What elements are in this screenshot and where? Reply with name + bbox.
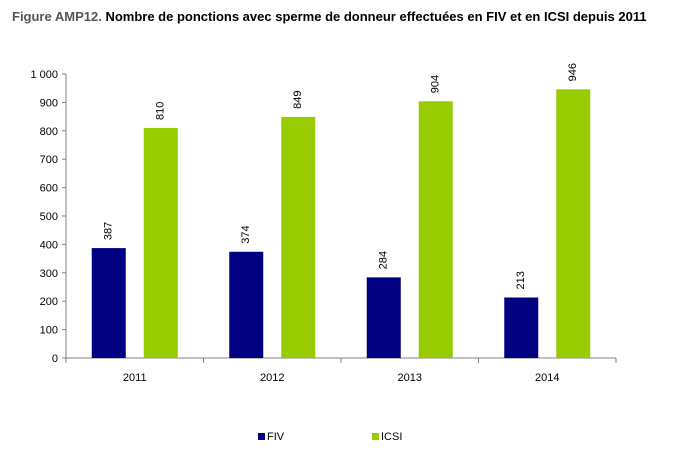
bar-fiv bbox=[366, 277, 401, 358]
data-label: 810 bbox=[155, 102, 167, 120]
legend-swatch-fiv bbox=[258, 433, 265, 440]
x-tick-label: 2014 bbox=[535, 372, 559, 384]
data-label: 946 bbox=[567, 63, 579, 81]
x-tick-label: 2011 bbox=[123, 372, 147, 384]
x-tick-label: 2012 bbox=[260, 372, 284, 384]
y-tick-label: 0 bbox=[52, 353, 58, 365]
bar-icsi bbox=[143, 127, 178, 359]
y-tick-label: 200 bbox=[40, 296, 58, 308]
chart-title: Figure AMP12. Nombre de ponctions avec s… bbox=[12, 8, 662, 25]
data-label: 284 bbox=[378, 251, 390, 269]
y-tick-label: 600 bbox=[40, 183, 58, 195]
bar-icsi bbox=[556, 89, 591, 358]
data-label: 849 bbox=[292, 91, 304, 109]
bar-icsi bbox=[281, 116, 316, 358]
legend-swatch-icsi bbox=[372, 433, 379, 440]
figure-number: Figure AMP12. bbox=[12, 9, 102, 24]
legend-label-icsi: ICSI bbox=[381, 431, 402, 443]
y-tick-label: 300 bbox=[40, 268, 58, 280]
data-label: 904 bbox=[430, 75, 442, 93]
x-tick-label: 2013 bbox=[398, 372, 422, 384]
data-label: 374 bbox=[240, 225, 252, 243]
bar-fiv bbox=[504, 297, 539, 358]
bar-icsi bbox=[418, 101, 453, 358]
y-tick-label: 800 bbox=[40, 126, 58, 138]
y-tick-label: 700 bbox=[40, 154, 58, 166]
y-tick-label: 500 bbox=[40, 211, 58, 223]
data-label: 213 bbox=[515, 271, 527, 289]
y-tick-label: 100 bbox=[40, 325, 58, 337]
title-text: Nombre de ponctions avec sperme de donne… bbox=[105, 9, 647, 24]
y-tick-label: 1 000 bbox=[30, 69, 58, 81]
bar-fiv bbox=[229, 251, 264, 358]
y-tick-label: 400 bbox=[40, 239, 58, 251]
y-tick-label: 900 bbox=[40, 97, 58, 109]
data-label: 387 bbox=[103, 222, 115, 240]
bar-fiv bbox=[91, 248, 126, 358]
legend-label-fiv: FIV bbox=[267, 431, 285, 443]
